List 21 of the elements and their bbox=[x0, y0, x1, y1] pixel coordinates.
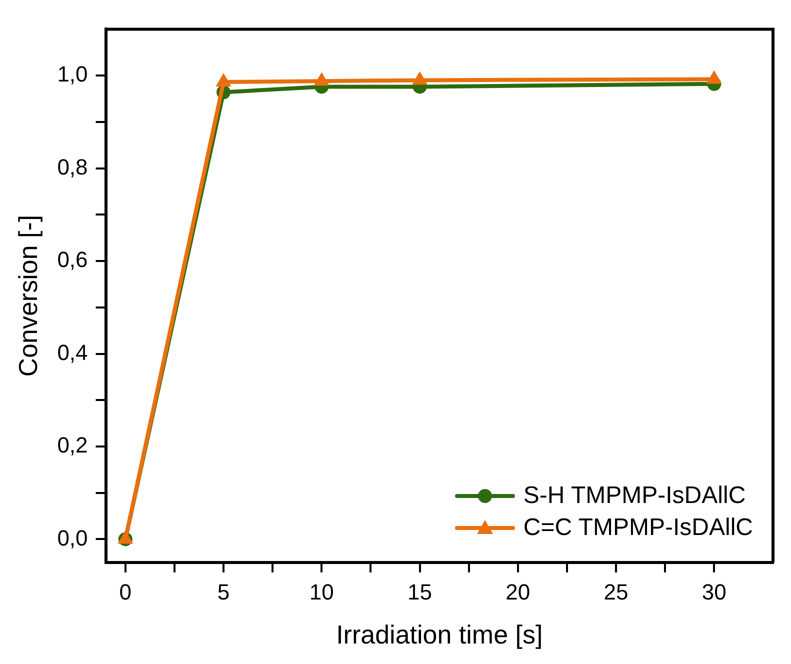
point bbox=[216, 73, 232, 87]
x-tick-label: 5 bbox=[217, 580, 230, 605]
y-tick-label: 0,4 bbox=[57, 340, 88, 365]
x-tick-label: 30 bbox=[702, 580, 726, 605]
x-tick-label: 25 bbox=[604, 580, 628, 605]
x-tick-label: 0 bbox=[119, 580, 132, 605]
y-tick-label: 0,8 bbox=[57, 154, 88, 180]
y-tick-label: 1,0 bbox=[57, 62, 88, 87]
point bbox=[412, 71, 428, 85]
legend-label: C=C TMPMP-IsDAllC bbox=[523, 514, 753, 542]
y-tick-label: 0,6 bbox=[57, 247, 88, 272]
y-tick-label: 0,0 bbox=[57, 525, 88, 550]
legend-label: S-H TMPMP-IsDAllC bbox=[523, 482, 746, 510]
point bbox=[706, 70, 722, 84]
x-tick-label: 15 bbox=[408, 580, 432, 605]
point bbox=[314, 72, 330, 86]
y-axis-title: Conversion [-] bbox=[12, 214, 43, 377]
y-tick-label: 0,2 bbox=[57, 432, 88, 458]
x-tick-label: 20 bbox=[506, 580, 530, 605]
x-axis-title: Irradiation time [s] bbox=[336, 620, 543, 650]
x-tick-label: 10 bbox=[309, 580, 334, 605]
